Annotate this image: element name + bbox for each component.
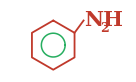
Text: NH: NH [84, 10, 123, 31]
Text: 2: 2 [100, 22, 109, 35]
